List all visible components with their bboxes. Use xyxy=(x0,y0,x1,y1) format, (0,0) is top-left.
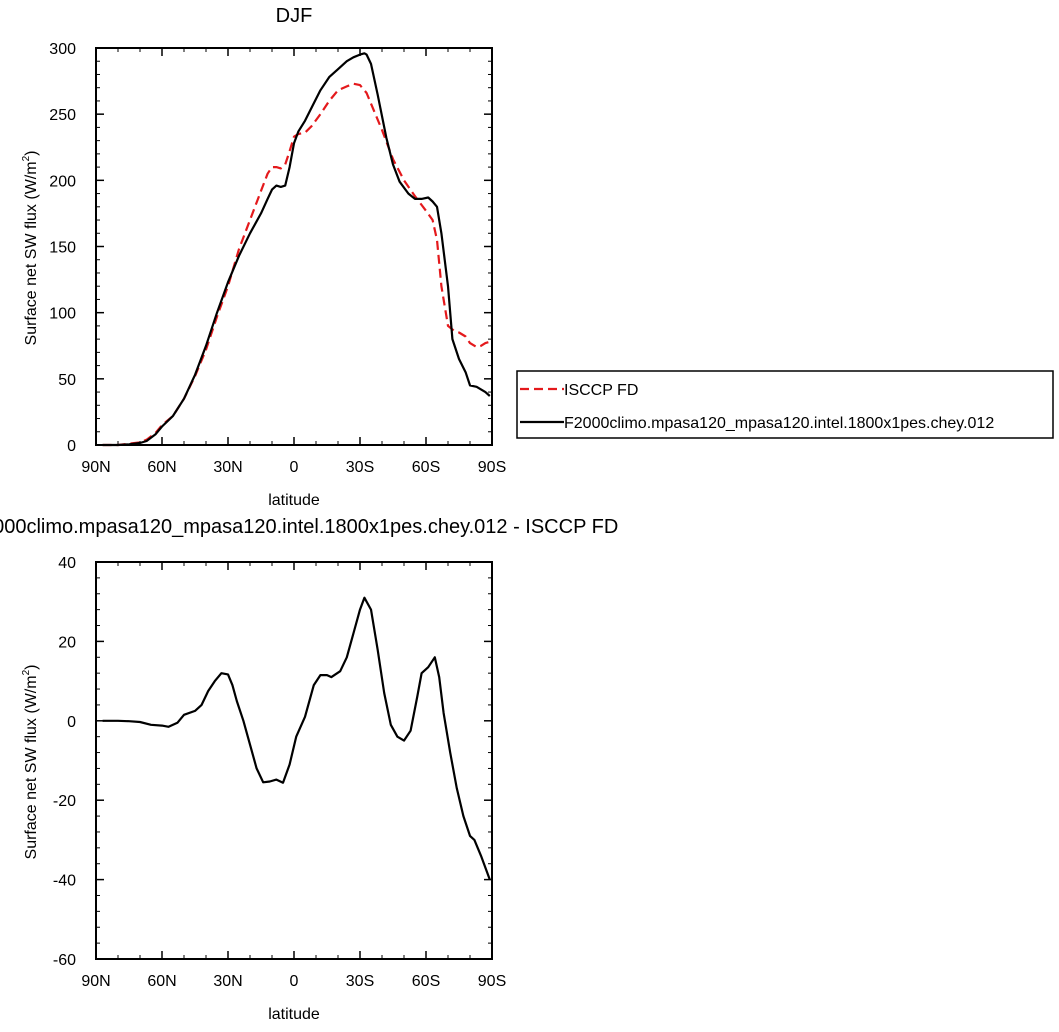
top-x-tick-label: 30S xyxy=(346,459,374,476)
top-y-axis-title: Surface net SW flux (W/m2) xyxy=(21,151,40,346)
top-x-tick-label: 30N xyxy=(213,459,242,476)
legend-box xyxy=(516,370,1054,439)
top-y-tick-label: 300 xyxy=(49,41,76,58)
bottom-plot-frame xyxy=(95,561,493,960)
top-y-axis-title-main: Surface net SW flux (W/m xyxy=(23,161,40,345)
bottom-y-tick-label: -60 xyxy=(53,952,76,969)
top-y-tick-label: 150 xyxy=(49,240,76,257)
bottom-y-axis-title-end: ) xyxy=(23,665,40,670)
bottom-x-tick-label: 60S xyxy=(412,973,440,990)
top-x-tick-label: 60N xyxy=(147,459,176,476)
bottom-y-tick-label: 0 xyxy=(67,714,76,731)
bottom-x-tick-label: 90N xyxy=(81,973,110,990)
top-y-tick-label: 200 xyxy=(49,173,76,190)
top-x-tick-label: 0 xyxy=(290,459,299,476)
bottom-x-tick-label: 60N xyxy=(147,973,176,990)
top-x-axis-title: latitude xyxy=(268,492,320,509)
bottom-plot-title: F2000climo.mpasa120_mpasa120.intel.1800x… xyxy=(0,516,618,538)
top-x-tick-label: 90S xyxy=(478,459,506,476)
top-plot-frame xyxy=(95,47,493,446)
top-y-tick-label: 100 xyxy=(49,306,76,323)
top-y-tick-label: 0 xyxy=(67,438,76,455)
bottom-series-line-difference xyxy=(102,596,491,880)
bottom-y-axis-title: Surface net SW flux (W/m2) xyxy=(21,665,40,860)
bottom-y-axis-title-sup: 2 xyxy=(21,669,32,675)
top-plot-title: DJF xyxy=(276,5,313,27)
bottom-y-tick-label: -40 xyxy=(53,873,76,890)
legend-label-isccp: ISCCP FD xyxy=(564,382,638,399)
bottom-x-tick-label: 30S xyxy=(346,973,374,990)
bottom-y-tick-label: -20 xyxy=(53,793,76,810)
top-series-line-model xyxy=(102,52,491,447)
top-y-axis-title-sup: 2 xyxy=(21,155,32,161)
bottom-x-axis-title: latitude xyxy=(268,1006,320,1023)
bottom-x-tick-label: 90S xyxy=(478,973,506,990)
top-series-line-isccp xyxy=(102,82,491,447)
top-y-tick-label: 250 xyxy=(49,107,76,124)
bottom-y-tick-label: 20 xyxy=(58,634,76,651)
bottom-x-tick-label: 30N xyxy=(213,973,242,990)
bottom-panel: F2000climo.mpasa120_mpasa120.intel.1800x… xyxy=(0,516,618,1023)
top-x-tick-label: 90N xyxy=(81,459,110,476)
top-y-axis-title-end: ) xyxy=(23,151,40,156)
legend-label-model: F2000climo.mpasa120_mpasa120.intel.1800x… xyxy=(564,415,994,432)
top-panel: DJF 90N 60N 30N 0 30S 60S 90S 0 50 100 150 200 250 30… xyxy=(21,5,1054,509)
bottom-y-axis-title-main: Surface net SW flux (W/m xyxy=(23,675,40,859)
bottom-x-tick-label: 0 xyxy=(290,973,299,990)
bottom-y-tick-label: 40 xyxy=(58,555,76,572)
top-x-tick-label: 60S xyxy=(412,459,440,476)
top-y-tick-label: 50 xyxy=(58,372,76,389)
legend: ISCCP FD F2000climo.mpasa120_mpasa120.in… xyxy=(516,370,1054,439)
